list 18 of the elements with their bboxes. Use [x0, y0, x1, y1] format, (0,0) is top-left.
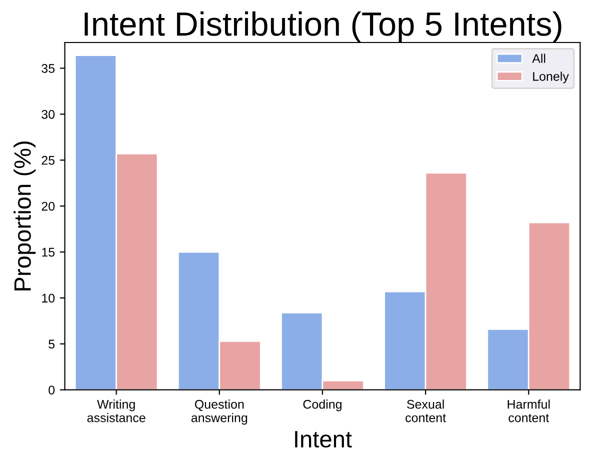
x-axis-title: Intent	[295, 431, 352, 448]
x-tick-label: Coding	[303, 400, 342, 412]
y-axis-title: Proportion (%)	[14, 142, 36, 290]
legend-label: All	[532, 54, 546, 63]
legend-label: Lonely	[533, 72, 569, 84]
y-tick-label: 20	[42, 202, 55, 211]
y-tick-label: 25	[42, 156, 55, 165]
y-tick-label: 15	[42, 248, 55, 257]
y-tick-label: 5	[48, 340, 55, 349]
x-tick-label: Question answering	[191, 400, 248, 425]
y-tick-label: 0	[48, 386, 55, 394]
x-tick-label: Harmful content	[508, 400, 550, 422]
y-tick-label: 35	[42, 64, 55, 73]
x-tick-label: Writing assistance	[87, 400, 146, 422]
chart-title: Intent Distribution (Top 5 Intents)	[84, 11, 562, 42]
y-tick-label: 10	[42, 294, 55, 303]
y-tick-label: 30	[42, 110, 55, 119]
x-tick-label: Sexual content	[406, 400, 446, 422]
